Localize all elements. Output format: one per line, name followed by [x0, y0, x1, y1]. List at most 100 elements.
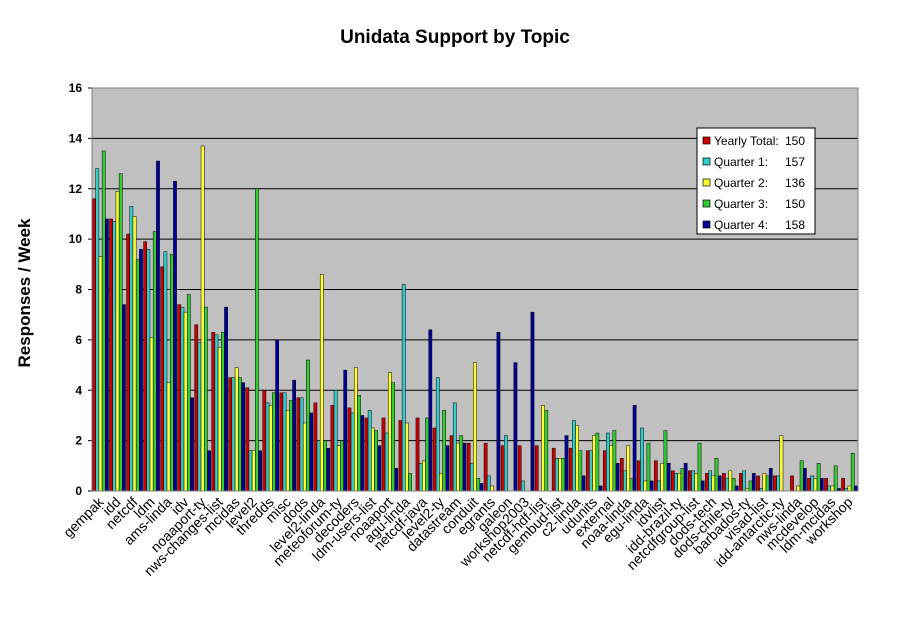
bar — [486, 475, 491, 492]
bar — [207, 450, 211, 492]
bar — [323, 440, 327, 492]
bar — [830, 485, 835, 492]
bar — [544, 410, 549, 492]
bar — [751, 473, 756, 492]
bar — [705, 473, 709, 492]
bar — [313, 402, 318, 492]
legend-total: 157 — [785, 155, 805, 169]
bar — [653, 460, 658, 492]
bar — [530, 311, 535, 492]
bar — [177, 304, 182, 492]
bar — [169, 253, 174, 492]
bar — [680, 468, 685, 492]
bar — [418, 463, 423, 492]
plot-border — [91, 87, 859, 492]
bar — [483, 442, 488, 492]
bar — [513, 362, 518, 492]
bar — [449, 435, 454, 492]
legend-total: 150 — [785, 134, 805, 148]
bar — [381, 417, 386, 492]
bar — [779, 435, 784, 492]
bar — [316, 440, 321, 492]
bar — [619, 458, 624, 492]
bar — [197, 342, 202, 492]
bar — [476, 478, 481, 492]
bar — [742, 470, 747, 492]
bar — [98, 256, 103, 492]
bar — [768, 468, 773, 492]
bar — [268, 405, 273, 492]
bar — [173, 180, 177, 492]
bar — [364, 417, 369, 492]
bar — [394, 468, 399, 492]
bar — [152, 231, 157, 492]
bar — [357, 395, 361, 492]
bar — [391, 382, 395, 492]
bar — [694, 473, 699, 492]
bar — [657, 480, 661, 492]
bar — [384, 432, 389, 492]
bar — [717, 475, 722, 492]
bar — [156, 160, 160, 492]
bar — [473, 362, 477, 492]
bar — [336, 445, 341, 492]
bar — [575, 425, 579, 492]
bar — [194, 324, 199, 492]
bar — [186, 294, 191, 492]
bar — [802, 468, 807, 492]
bar — [558, 458, 562, 492]
bar — [572, 420, 576, 492]
bar — [347, 407, 352, 492]
bar — [688, 470, 692, 492]
bar — [776, 475, 781, 492]
bar — [401, 284, 406, 492]
bar — [265, 402, 270, 492]
legend-swatch — [702, 199, 711, 208]
bar — [827, 485, 832, 492]
bar — [330, 405, 335, 492]
bar — [796, 485, 801, 492]
bar — [398, 420, 403, 492]
bar — [646, 442, 651, 492]
bar — [149, 337, 154, 492]
bar — [677, 473, 682, 492]
bar — [609, 445, 614, 492]
bar — [810, 475, 815, 492]
bar — [697, 442, 702, 492]
bar — [129, 206, 134, 492]
bar — [221, 332, 225, 492]
bar — [279, 392, 284, 492]
bar — [643, 480, 648, 492]
bar — [340, 440, 344, 492]
bar — [289, 400, 293, 492]
bar — [101, 150, 106, 492]
y-tick-label: 4 — [75, 383, 82, 397]
bar — [126, 233, 131, 492]
bar — [190, 397, 194, 492]
bar — [245, 387, 250, 492]
bar — [292, 379, 297, 492]
y-tick-label: 8 — [75, 283, 82, 297]
bar — [183, 311, 188, 492]
bar — [214, 334, 219, 492]
bar — [623, 470, 627, 492]
bar — [674, 473, 678, 492]
legend — [696, 127, 816, 235]
bar — [160, 266, 165, 492]
legend-label: Yearly Total: — [714, 134, 779, 148]
bar — [636, 460, 641, 492]
bar — [388, 372, 392, 492]
bar — [564, 435, 569, 492]
x-tick-label: gempak — [60, 493, 107, 540]
bar — [435, 377, 440, 492]
bar — [691, 470, 695, 492]
bar — [118, 173, 123, 492]
y-tick-label: 0 — [75, 484, 82, 498]
bar — [343, 369, 348, 492]
bar — [466, 442, 471, 492]
bar — [115, 191, 120, 492]
chart-title: Unidata Support by Topic — [340, 27, 570, 48]
bar — [850, 452, 855, 492]
bar — [374, 430, 378, 492]
bar — [551, 447, 556, 492]
